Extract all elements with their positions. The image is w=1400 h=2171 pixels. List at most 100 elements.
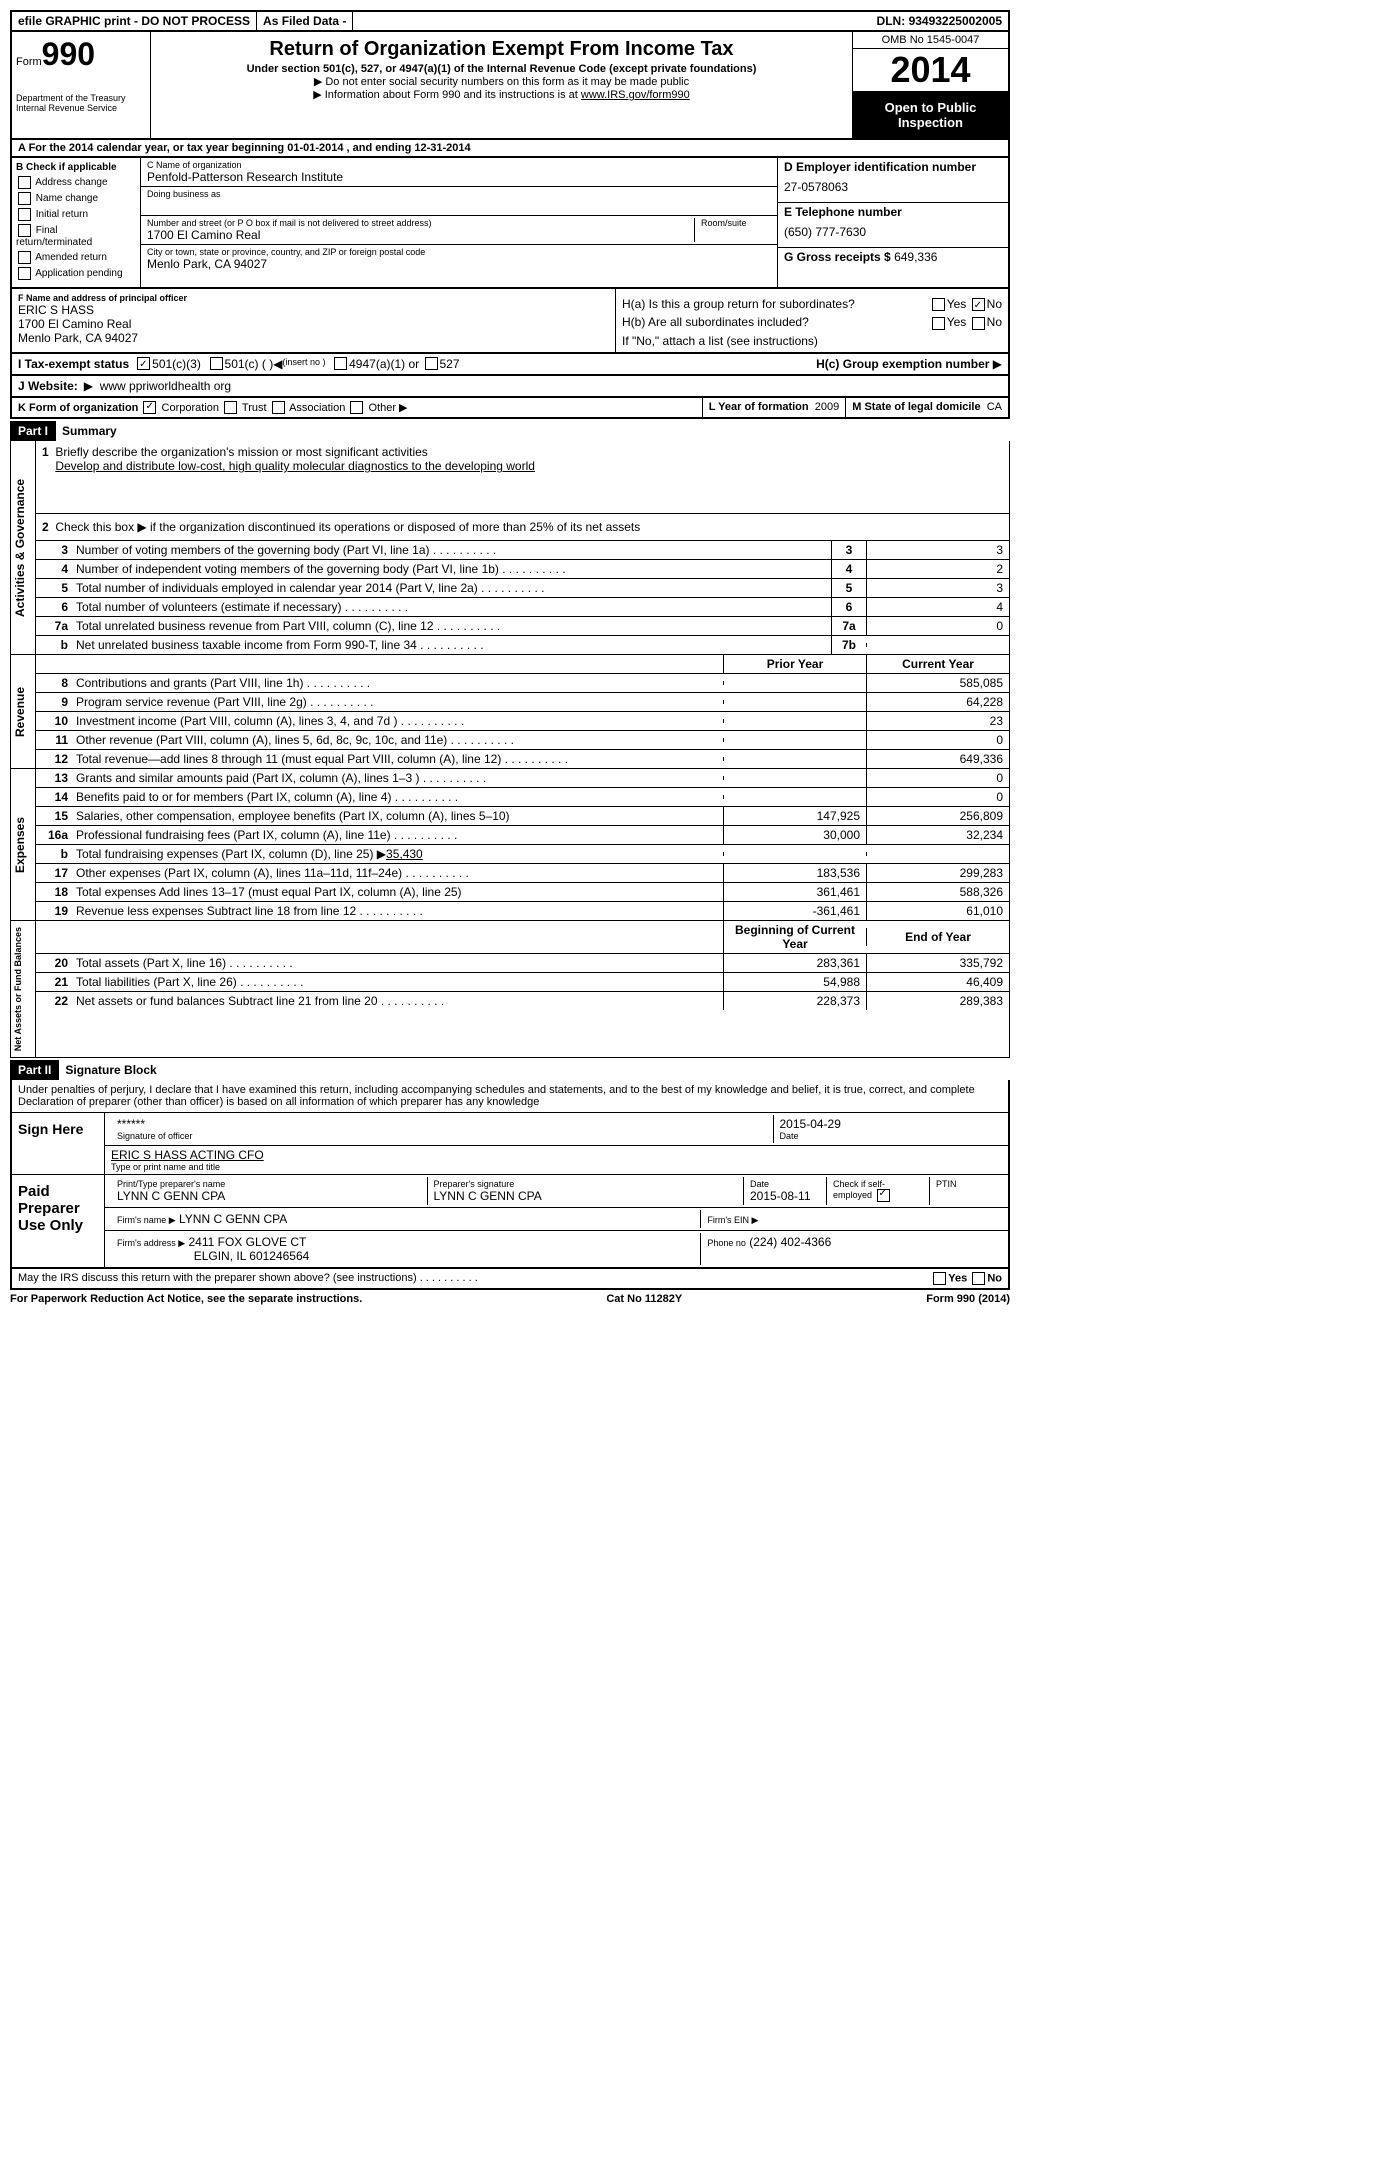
hb-yes-box[interactable]: [932, 317, 945, 330]
val-5: 3: [866, 579, 1009, 597]
prep-date-label: Date: [750, 1179, 820, 1189]
l9-text: Program service revenue (Part VIII, line…: [72, 693, 723, 711]
opt-assoc: Association: [289, 402, 345, 414]
chk-initial[interactable]: Initial return: [16, 208, 136, 221]
l13-text: Grants and similar amounts paid (Part IX…: [72, 769, 723, 787]
chk-corp[interactable]: [143, 401, 156, 414]
chk-address-label: Address change: [35, 177, 107, 188]
revenue-section: Revenue Prior YearCurrent Year 8Contribu…: [10, 655, 1010, 769]
dba-label: Doing business as: [147, 189, 771, 199]
line4-text: Number of independent voting members of …: [72, 560, 831, 578]
col-h: H(a) Is this a group return for subordin…: [616, 289, 1008, 352]
sign-here-row: Sign Here ****** Signature of officer 20…: [12, 1112, 1008, 1174]
opt-other: Other: [368, 402, 396, 414]
chk-527[interactable]: [425, 357, 438, 370]
boy-hdr: Beginning of Current Year: [723, 921, 866, 953]
discuss-no-box[interactable]: [972, 1272, 985, 1285]
dln-label: DLN:: [877, 14, 906, 28]
chk-name[interactable]: Name change: [16, 192, 136, 205]
header-left: Form990 Department of the Treasury Inter…: [12, 32, 151, 138]
py-8: [723, 681, 866, 685]
line-10: 10Investment income (Part VIII, column (…: [36, 712, 1009, 731]
self-emp-cell: Check if self-employed: [833, 1179, 923, 1202]
discuss-yes-box[interactable]: [933, 1272, 946, 1285]
cy-15: 256,809: [866, 807, 1009, 825]
chk-final[interactable]: Final return/terminated: [16, 224, 136, 248]
cell-gross: G Gross receipts $ 649,336: [778, 248, 1008, 266]
row-fh: F Name and address of principal officer …: [10, 289, 1010, 354]
officer-addr1: 1700 El Camino Real: [18, 317, 609, 331]
officer-name-row: ERIC S HASS ACTING CFO Type or print nam…: [105, 1146, 1008, 1174]
chk-address[interactable]: Address change: [16, 176, 136, 189]
line7a-text: Total unrelated business revenue from Pa…: [72, 617, 831, 635]
cy-20: 335,792: [866, 954, 1009, 972]
l-label: L Year of formation: [709, 401, 809, 413]
l21-text: Total liabilities (Part X, line 26): [72, 973, 723, 991]
chk-4947[interactable]: [334, 357, 347, 370]
vlabel-revenue: Revenue: [11, 655, 36, 768]
header-mid: Return of Organization Exempt From Incom…: [151, 32, 853, 138]
row-l: L Year of formation 2009: [703, 398, 846, 418]
line-16b: bTotal fundraising expenses (Part IX, co…: [36, 845, 1009, 864]
irs-link[interactable]: www.IRS.gov/form990: [581, 89, 690, 101]
street-value: 1700 El Camino Real: [147, 228, 688, 242]
val-6: 4: [866, 598, 1009, 616]
val-7b: [866, 643, 1009, 647]
no-label: No: [987, 297, 1002, 311]
h-b-row: H(b) Are all subordinates included? Yes …: [622, 315, 1002, 329]
chk-501c[interactable]: [210, 357, 223, 370]
website-value[interactable]: www ppriworldhealth org: [100, 379, 231, 393]
asfiled-label: As Filed Data -: [257, 12, 353, 30]
ha-yes-box[interactable]: [932, 298, 945, 311]
ein-value: 27-0578063: [784, 174, 1002, 200]
row-j: J Website: ▶ www ppriworldhealth org: [10, 376, 1010, 398]
chk-assoc[interactable]: [272, 401, 285, 414]
chk-501c3[interactable]: [137, 357, 150, 370]
cy-10: 23: [866, 712, 1009, 730]
chk-self-emp[interactable]: [877, 1189, 890, 1202]
l12-text: Total revenue—add lines 8 through 11 (mu…: [72, 750, 723, 768]
activities-lines: 1 Briefly describe the organization's mi…: [36, 441, 1009, 654]
l16a-text: Professional fundraising fees (Part IX, …: [72, 826, 723, 844]
line-15: 15Salaries, other compensation, employee…: [36, 807, 1009, 826]
preparer-row: Paid Preparer Use Only Print/Type prepar…: [12, 1174, 1008, 1267]
firm-phone: (224) 402-4366: [749, 1235, 831, 1249]
cell-phone: E Telephone number (650) 777-7630: [778, 203, 1008, 248]
firm-name-label: Firm's name ▶: [117, 1215, 176, 1225]
part1-header: Part I: [10, 421, 56, 441]
ein-label: D Employer identification number: [784, 160, 1002, 174]
line-22: 22Net assets or fund balances Subtract l…: [36, 992, 1009, 1010]
chk-other[interactable]: [350, 401, 363, 414]
balance-headers: Beginning of Current YearEnd of Year: [36, 921, 1009, 954]
row-k: K Form of organization Corporation Trust…: [12, 398, 703, 418]
vlabel-netassets: Net Assets or Fund Balances: [11, 921, 36, 1057]
hb-no-box[interactable]: [972, 317, 985, 330]
prep-name-label: Print/Type preparer's name: [117, 1179, 421, 1189]
line-21: 21Total liabilities (Part X, line 26)54,…: [36, 973, 1009, 992]
ha-no-box[interactable]: [972, 298, 985, 311]
cy-11: 0: [866, 731, 1009, 749]
line-1: 1 Briefly describe the organization's mi…: [36, 441, 1009, 514]
note-info-pre: Information about Form 990 and its instr…: [325, 89, 581, 101]
activities-section: Activities & Governance 1 Briefly descri…: [10, 441, 1010, 655]
row-a-pre: A For the 2014 calendar year, or tax yea…: [18, 142, 287, 154]
org-name-label: C Name of organization: [147, 160, 771, 170]
py-21: 54,988: [723, 973, 866, 991]
line-2: 2 Check this box ▶ if the organization d…: [36, 514, 1009, 541]
year-end: 12-31-2014: [414, 142, 470, 154]
hb-answer: Yes No: [930, 315, 1002, 329]
tax-year: 2014: [853, 49, 1008, 92]
chk-amended[interactable]: Amended return: [16, 251, 136, 264]
officer-addr2: Menlo Park, CA 94027: [18, 331, 609, 345]
chk-trust[interactable]: [224, 401, 237, 414]
room-label: Room/suite: [701, 218, 771, 228]
cell-org-name: C Name of organization Penfold-Patterson…: [141, 158, 777, 187]
firm-addr-label: Firm's address ▶: [117, 1238, 185, 1248]
gross-label: G Gross receipts $: [784, 250, 891, 264]
py-12: [723, 757, 866, 761]
sig-date: 2015-04-29: [780, 1117, 997, 1131]
chk-pending[interactable]: Application pending: [16, 267, 136, 280]
year-begin: 01-01-2014: [287, 142, 343, 154]
line-18: 18Total expenses Add lines 13–17 (must e…: [36, 883, 1009, 902]
phone-label: E Telephone number: [784, 205, 1002, 219]
